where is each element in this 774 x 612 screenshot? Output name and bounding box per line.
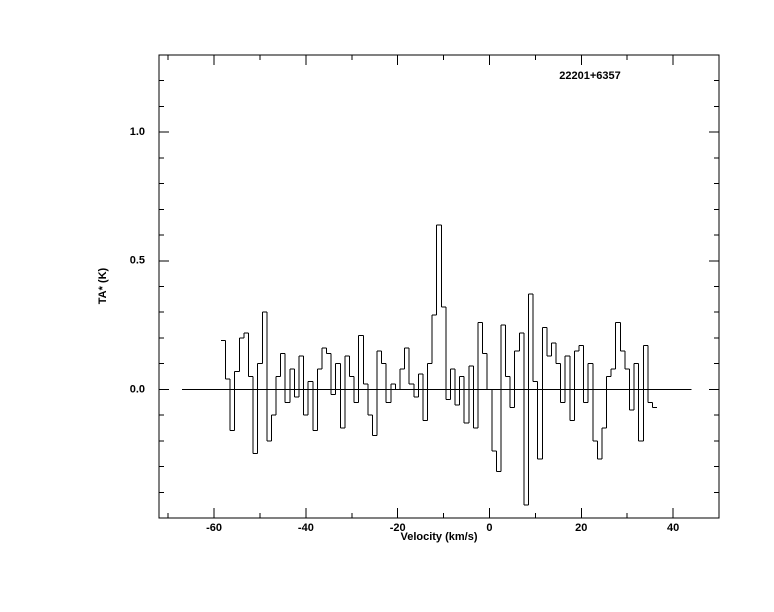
x-tick-label: 40 <box>667 522 679 534</box>
x-tick-label: -60 <box>206 522 222 534</box>
x-tick-label: -40 <box>298 522 314 534</box>
spectrum-risers <box>225 224 653 506</box>
annotation: 22201+6357 <box>559 70 620 82</box>
plot-frame <box>158 54 720 519</box>
y-tick-label: 1.0 <box>130 126 145 138</box>
x-tick-label: -20 <box>390 522 406 534</box>
x-axis-label: Velocity (km/s) <box>400 531 477 543</box>
y-tick-label: 0.0 <box>130 383 145 395</box>
y-tick-label: 0.5 <box>130 255 145 267</box>
y-axis-label: TA* (K) <box>97 267 109 304</box>
x-tick-label: 0 <box>486 522 492 534</box>
x-tick-label: 20 <box>575 522 587 534</box>
